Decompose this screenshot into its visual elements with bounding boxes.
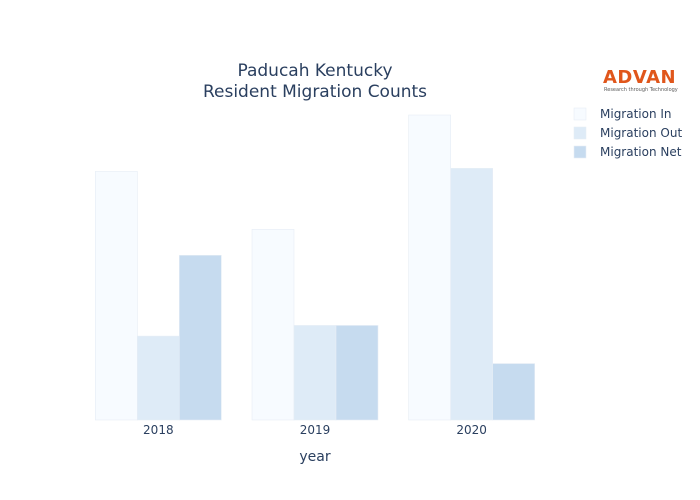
bar-migration-in-2020[interactable] bbox=[408, 114, 451, 421]
legend-item-migration-in[interactable]: Migration In bbox=[573, 107, 672, 121]
bar-migration-net-2018[interactable] bbox=[179, 255, 222, 421]
logo-wordmark: ADVAN bbox=[603, 67, 676, 88]
x-tick-label-2019: 2019 bbox=[300, 423, 331, 437]
legend-swatch bbox=[573, 145, 587, 159]
legend-label: Migration Net bbox=[600, 145, 682, 159]
bar-migration-in-2019[interactable] bbox=[251, 229, 295, 421]
bar-migration-out-2019[interactable] bbox=[293, 325, 337, 421]
x-axis-title: year bbox=[299, 449, 330, 465]
x-tick-label-2020: 2020 bbox=[456, 423, 487, 437]
legend[interactable]: Migration In Migration Out Migration Net bbox=[573, 107, 682, 159]
legend-item-migration-out[interactable]: Migration Out bbox=[573, 126, 682, 140]
bar-migration-out-2020[interactable] bbox=[450, 168, 493, 421]
chart-title-line-1: Paducah Kentucky bbox=[237, 61, 392, 81]
bar-migration-out-2018[interactable] bbox=[137, 335, 180, 421]
bar-migration-in-2018[interactable] bbox=[95, 171, 138, 421]
legend-swatch bbox=[573, 126, 587, 140]
legend-label: Migration In bbox=[600, 107, 672, 121]
bar-group bbox=[95, 114, 535, 421]
bar-migration-net-2019[interactable] bbox=[335, 325, 379, 421]
bar-migration-net-2020[interactable] bbox=[492, 363, 535, 421]
x-axis-ticks: 2018 2019 2020 bbox=[143, 423, 487, 437]
logo-tagline: Research through Technology bbox=[604, 87, 678, 93]
x-tick-label-2018: 2018 bbox=[143, 423, 174, 437]
chart-title-line-2: Resident Migration Counts bbox=[203, 82, 427, 102]
legend-item-migration-net[interactable]: Migration Net bbox=[573, 145, 682, 159]
legend-swatch bbox=[573, 107, 587, 121]
advan-logo: ADVAN Research through Technology bbox=[603, 67, 678, 93]
legend-label: Migration Out bbox=[600, 126, 682, 140]
